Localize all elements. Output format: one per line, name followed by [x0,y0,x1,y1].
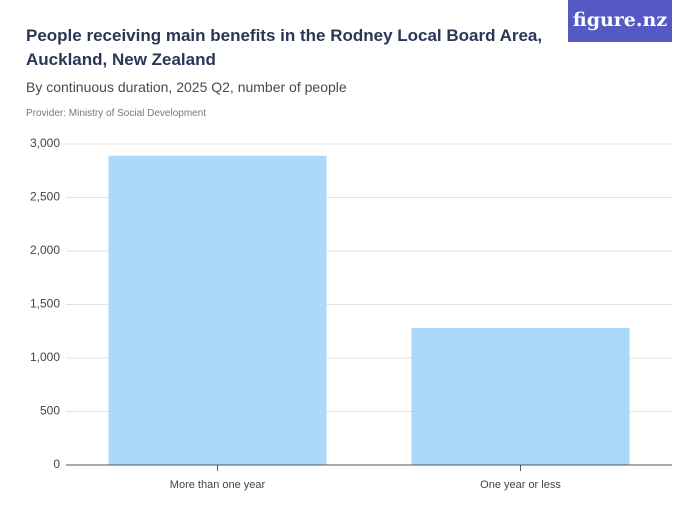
y-tick-label: 500 [40,404,60,418]
chart-title: People receiving main benefits in the Ro… [26,26,543,69]
y-tick-label: 0 [53,457,60,471]
logo[interactable]: figure.nz [568,0,672,42]
y-tick-label: 2,000 [30,243,60,257]
x-tick-label: One year or less [480,479,561,491]
x-tick-label: More than one year [170,479,266,491]
y-tick-label: 2,500 [30,190,60,204]
y-tick-label: 3,000 [30,136,60,150]
bar [411,328,630,465]
bar [108,155,327,465]
provider: Provider: Ministry of Social Development [26,108,207,119]
y-tick-label: 1,500 [30,297,60,311]
y-tick-label: 1,000 [30,350,60,364]
chart-subtitle: By continuous duration, 2025 Q2, number … [26,79,347,95]
